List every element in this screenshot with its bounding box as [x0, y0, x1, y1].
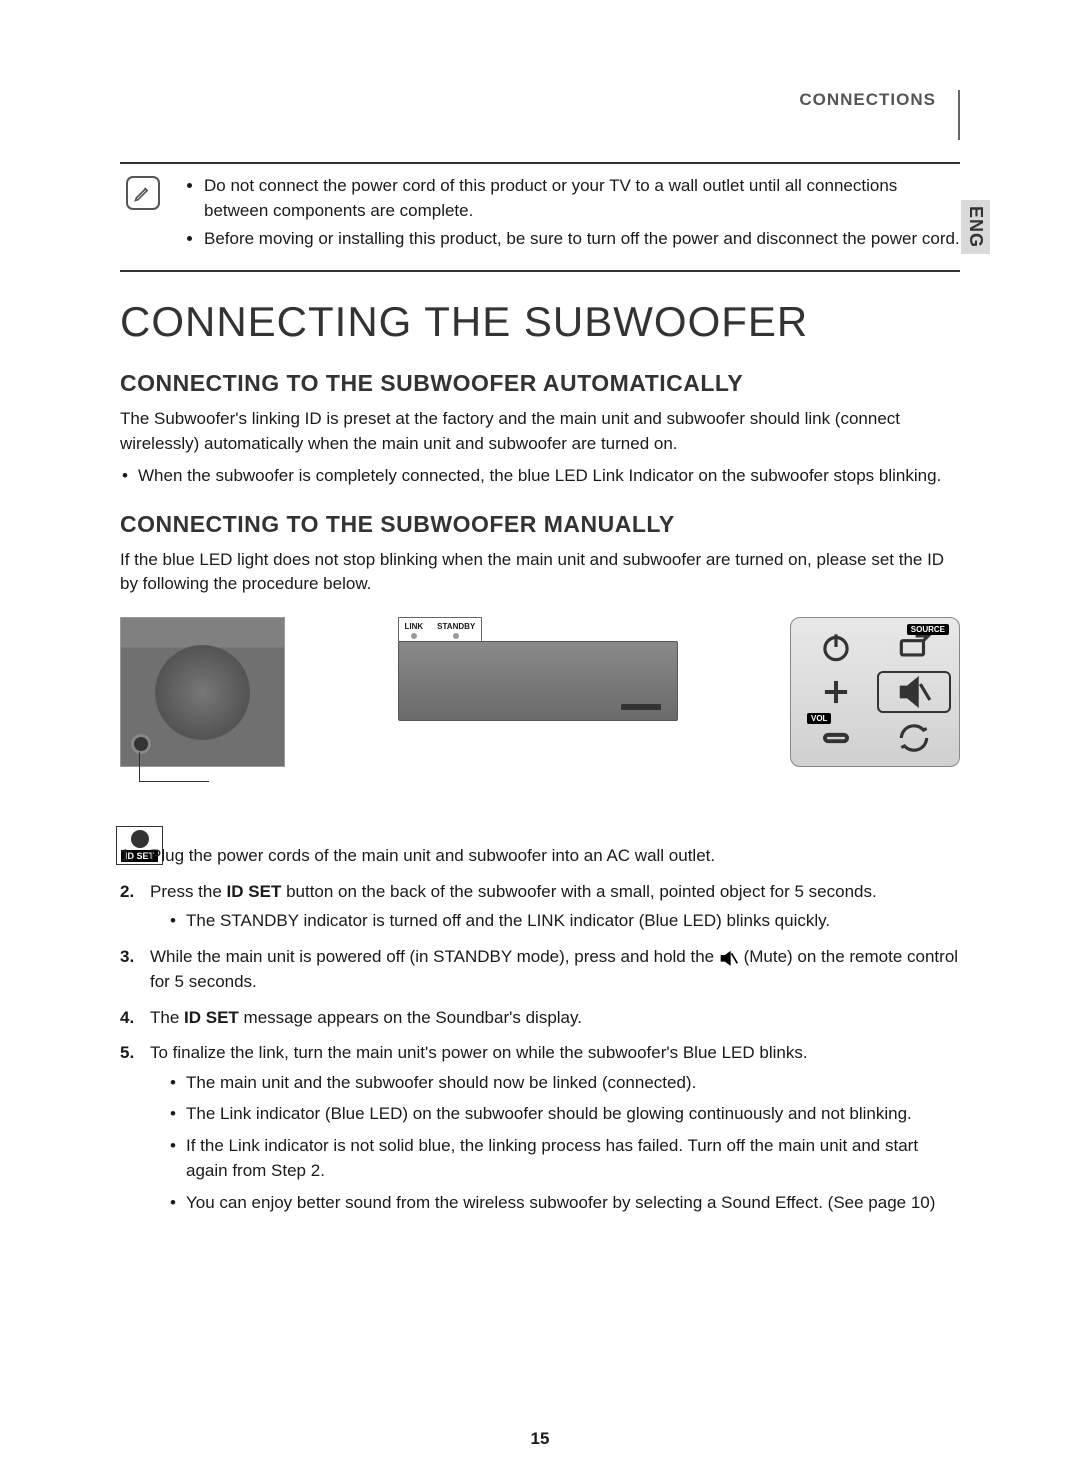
language-tab: ENG	[961, 200, 990, 254]
step-1: Plug the power cords of the main unit an…	[120, 843, 960, 869]
vol-up-icon	[799, 671, 873, 713]
manual-paragraph: If the blue LED light does not stop blin…	[120, 548, 960, 597]
step-2: Press the ID SET button on the back of t…	[120, 879, 960, 934]
step-5-sub: If the Link indicator is not solid blue,…	[170, 1133, 960, 1184]
step-5-sub: The Link indicator (Blue LED) on the sub…	[170, 1101, 960, 1127]
led-panel: LINK STANDBY	[398, 617, 483, 642]
mute-icon	[719, 949, 739, 965]
remote-diagram: SOURCE VOL	[790, 617, 960, 767]
page-number: 15	[0, 1429, 1080, 1449]
manual-heading: CONNECTING TO THE SUBWOOFER MANUALLY	[120, 511, 960, 538]
note-item: Before moving or installing this product…	[204, 227, 960, 252]
auto-paragraph: The Subwoofer's linking ID is preset at …	[120, 407, 960, 456]
step-5-sub: You can enjoy better sound from the wire…	[170, 1190, 960, 1216]
note-icon-wrap	[120, 174, 166, 256]
step-5-sub: The main unit and the subwoofer should n…	[170, 1070, 960, 1096]
step-4: The ID SET message appears on the Soundb…	[120, 1005, 960, 1031]
power-icon	[799, 626, 873, 667]
note-pencil-icon	[126, 176, 160, 210]
link-led-label: LINK	[405, 622, 424, 631]
mute-button-highlight	[877, 671, 951, 713]
source-label: SOURCE	[907, 624, 949, 635]
note-item: Do not connect the power cord of this pr…	[204, 174, 960, 223]
steps-list: Plug the power cords of the main unit an…	[120, 843, 960, 1215]
note-list: Do not connect the power cord of this pr…	[166, 174, 960, 256]
step-2-sub: The STANDBY indicator is turned off and …	[170, 908, 960, 934]
auto-heading: CONNECTING TO THE SUBWOOFER AUTOMATICALL…	[120, 370, 960, 397]
vol-label: VOL	[807, 713, 831, 724]
auto-bullet: When the subwoofer is completely connect…	[120, 464, 960, 489]
section-header: CONNECTIONS	[120, 90, 960, 140]
step-5: To finalize the link, turn the main unit…	[120, 1040, 960, 1215]
diagram-row: ID SET LINK STANDBY SOURCE VOL	[120, 617, 960, 817]
repeat-icon	[877, 717, 951, 758]
soundbar-diagram: LINK STANDBY	[315, 617, 760, 721]
subwoofer-diagram: ID SET	[120, 617, 285, 817]
page-title: CONNECTING THE SUBWOOFER	[120, 298, 960, 346]
caution-note-box: Do not connect the power cord of this pr…	[120, 162, 960, 272]
step-3: While the main unit is powered off (in S…	[120, 944, 960, 995]
section-label: CONNECTIONS	[799, 90, 936, 110]
standby-led-label: STANDBY	[437, 622, 475, 631]
